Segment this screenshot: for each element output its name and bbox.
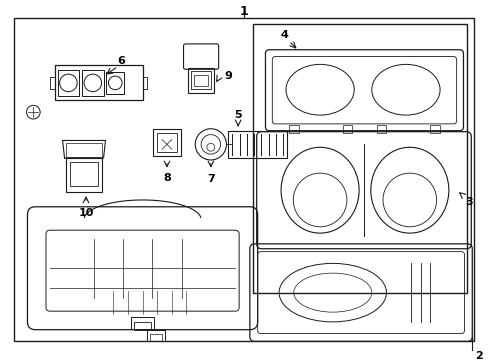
Text: 7: 7 [206, 175, 214, 184]
Bar [188, 68, 213, 93]
Bar [142, 77, 147, 89]
Text: 6: 6 [117, 57, 125, 67]
Bar [191, 71, 210, 89]
Text: 4: 4 [280, 30, 287, 40]
Bar [376, 125, 386, 132]
Text: 1: 1 [239, 5, 248, 18]
Text: 2: 2 [474, 351, 482, 360]
Bar [55, 66, 142, 100]
Text: 8: 8 [163, 172, 170, 183]
Bar [50, 77, 55, 89]
Bar [252, 24, 467, 293]
Text: 9: 9 [224, 71, 232, 81]
Bar [58, 70, 79, 96]
Bar [147, 330, 164, 341]
Bar [70, 162, 98, 186]
Bar [150, 334, 162, 341]
Bar [153, 129, 180, 156]
Bar [429, 125, 439, 132]
Bar [134, 322, 151, 330]
Text: 5: 5 [234, 110, 242, 120]
Bar [194, 75, 207, 86]
Bar [342, 125, 351, 132]
Text: 10: 10 [78, 208, 94, 218]
Bar [288, 125, 298, 132]
Bar [66, 143, 102, 157]
Bar [66, 158, 102, 192]
Bar [157, 132, 176, 152]
Bar [228, 131, 286, 158]
Bar [82, 70, 103, 96]
Text: 3: 3 [465, 197, 472, 207]
Bar [131, 317, 154, 329]
Bar [106, 72, 124, 94]
